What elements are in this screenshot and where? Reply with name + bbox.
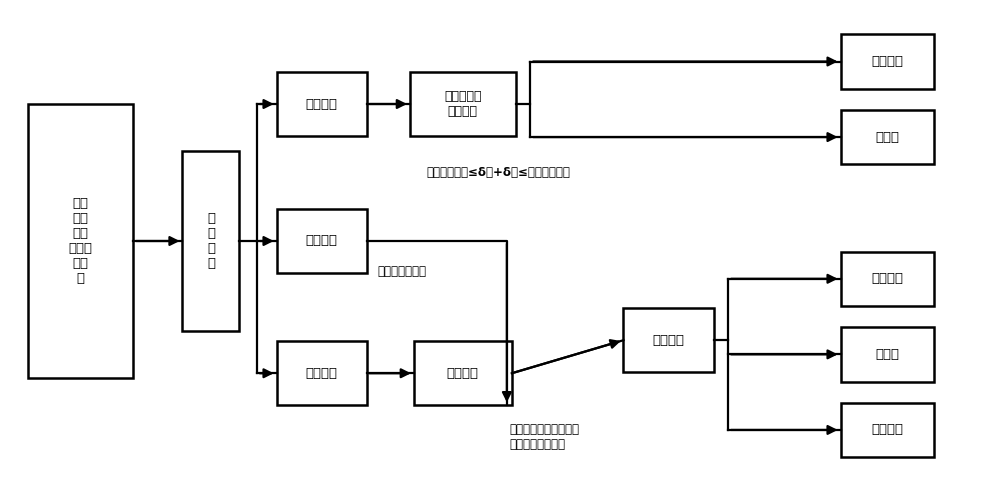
Text: 铸造
锻造
轧制
热处理
切削
等: 铸造 锻造 轧制 热处理 切削 等 (69, 197, 93, 285)
Text: 激振点: 激振点 (875, 348, 899, 361)
Bar (623, 308, 714, 372)
Text: 确定高应力区域: 确定高应力区域 (378, 265, 426, 278)
Text: 模态应力高应力区对应
残余应力高应力区: 模态应力高应力区对应 残余应力高应力区 (510, 423, 580, 451)
Bar (277, 72, 367, 136)
Bar (841, 327, 934, 382)
Bar (277, 341, 367, 405)
Text: 形状特性: 形状特性 (306, 367, 338, 380)
Bar (277, 209, 367, 273)
Bar (841, 252, 934, 306)
Text: 支撑位置: 支撑位置 (871, 424, 903, 436)
Bar (410, 72, 516, 136)
Text: 激振频率: 激振频率 (871, 272, 903, 285)
Text: 应力分布: 应力分布 (306, 235, 338, 247)
Bar (841, 110, 934, 164)
Bar (182, 151, 239, 331)
Text: 激振时间: 激振时间 (871, 55, 903, 68)
Text: 材料屈服极限≤δ动+δ残≤疲劳损伤容限: 材料屈服极限≤δ动+δ残≤疲劳损伤容限 (426, 166, 570, 179)
Text: 所需模态: 所需模态 (653, 334, 685, 347)
Bar (841, 403, 934, 457)
Text: 模态分析: 模态分析 (447, 367, 479, 380)
Text: 时
效
工
件: 时 效 工 件 (207, 212, 215, 270)
Text: 动力学分析
疲劳分析: 动力学分析 疲劳分析 (444, 90, 482, 118)
Bar (28, 104, 133, 378)
Text: 应力大小: 应力大小 (306, 97, 338, 110)
Bar (414, 341, 512, 405)
Text: 激振力: 激振力 (875, 131, 899, 144)
Bar (841, 34, 934, 89)
